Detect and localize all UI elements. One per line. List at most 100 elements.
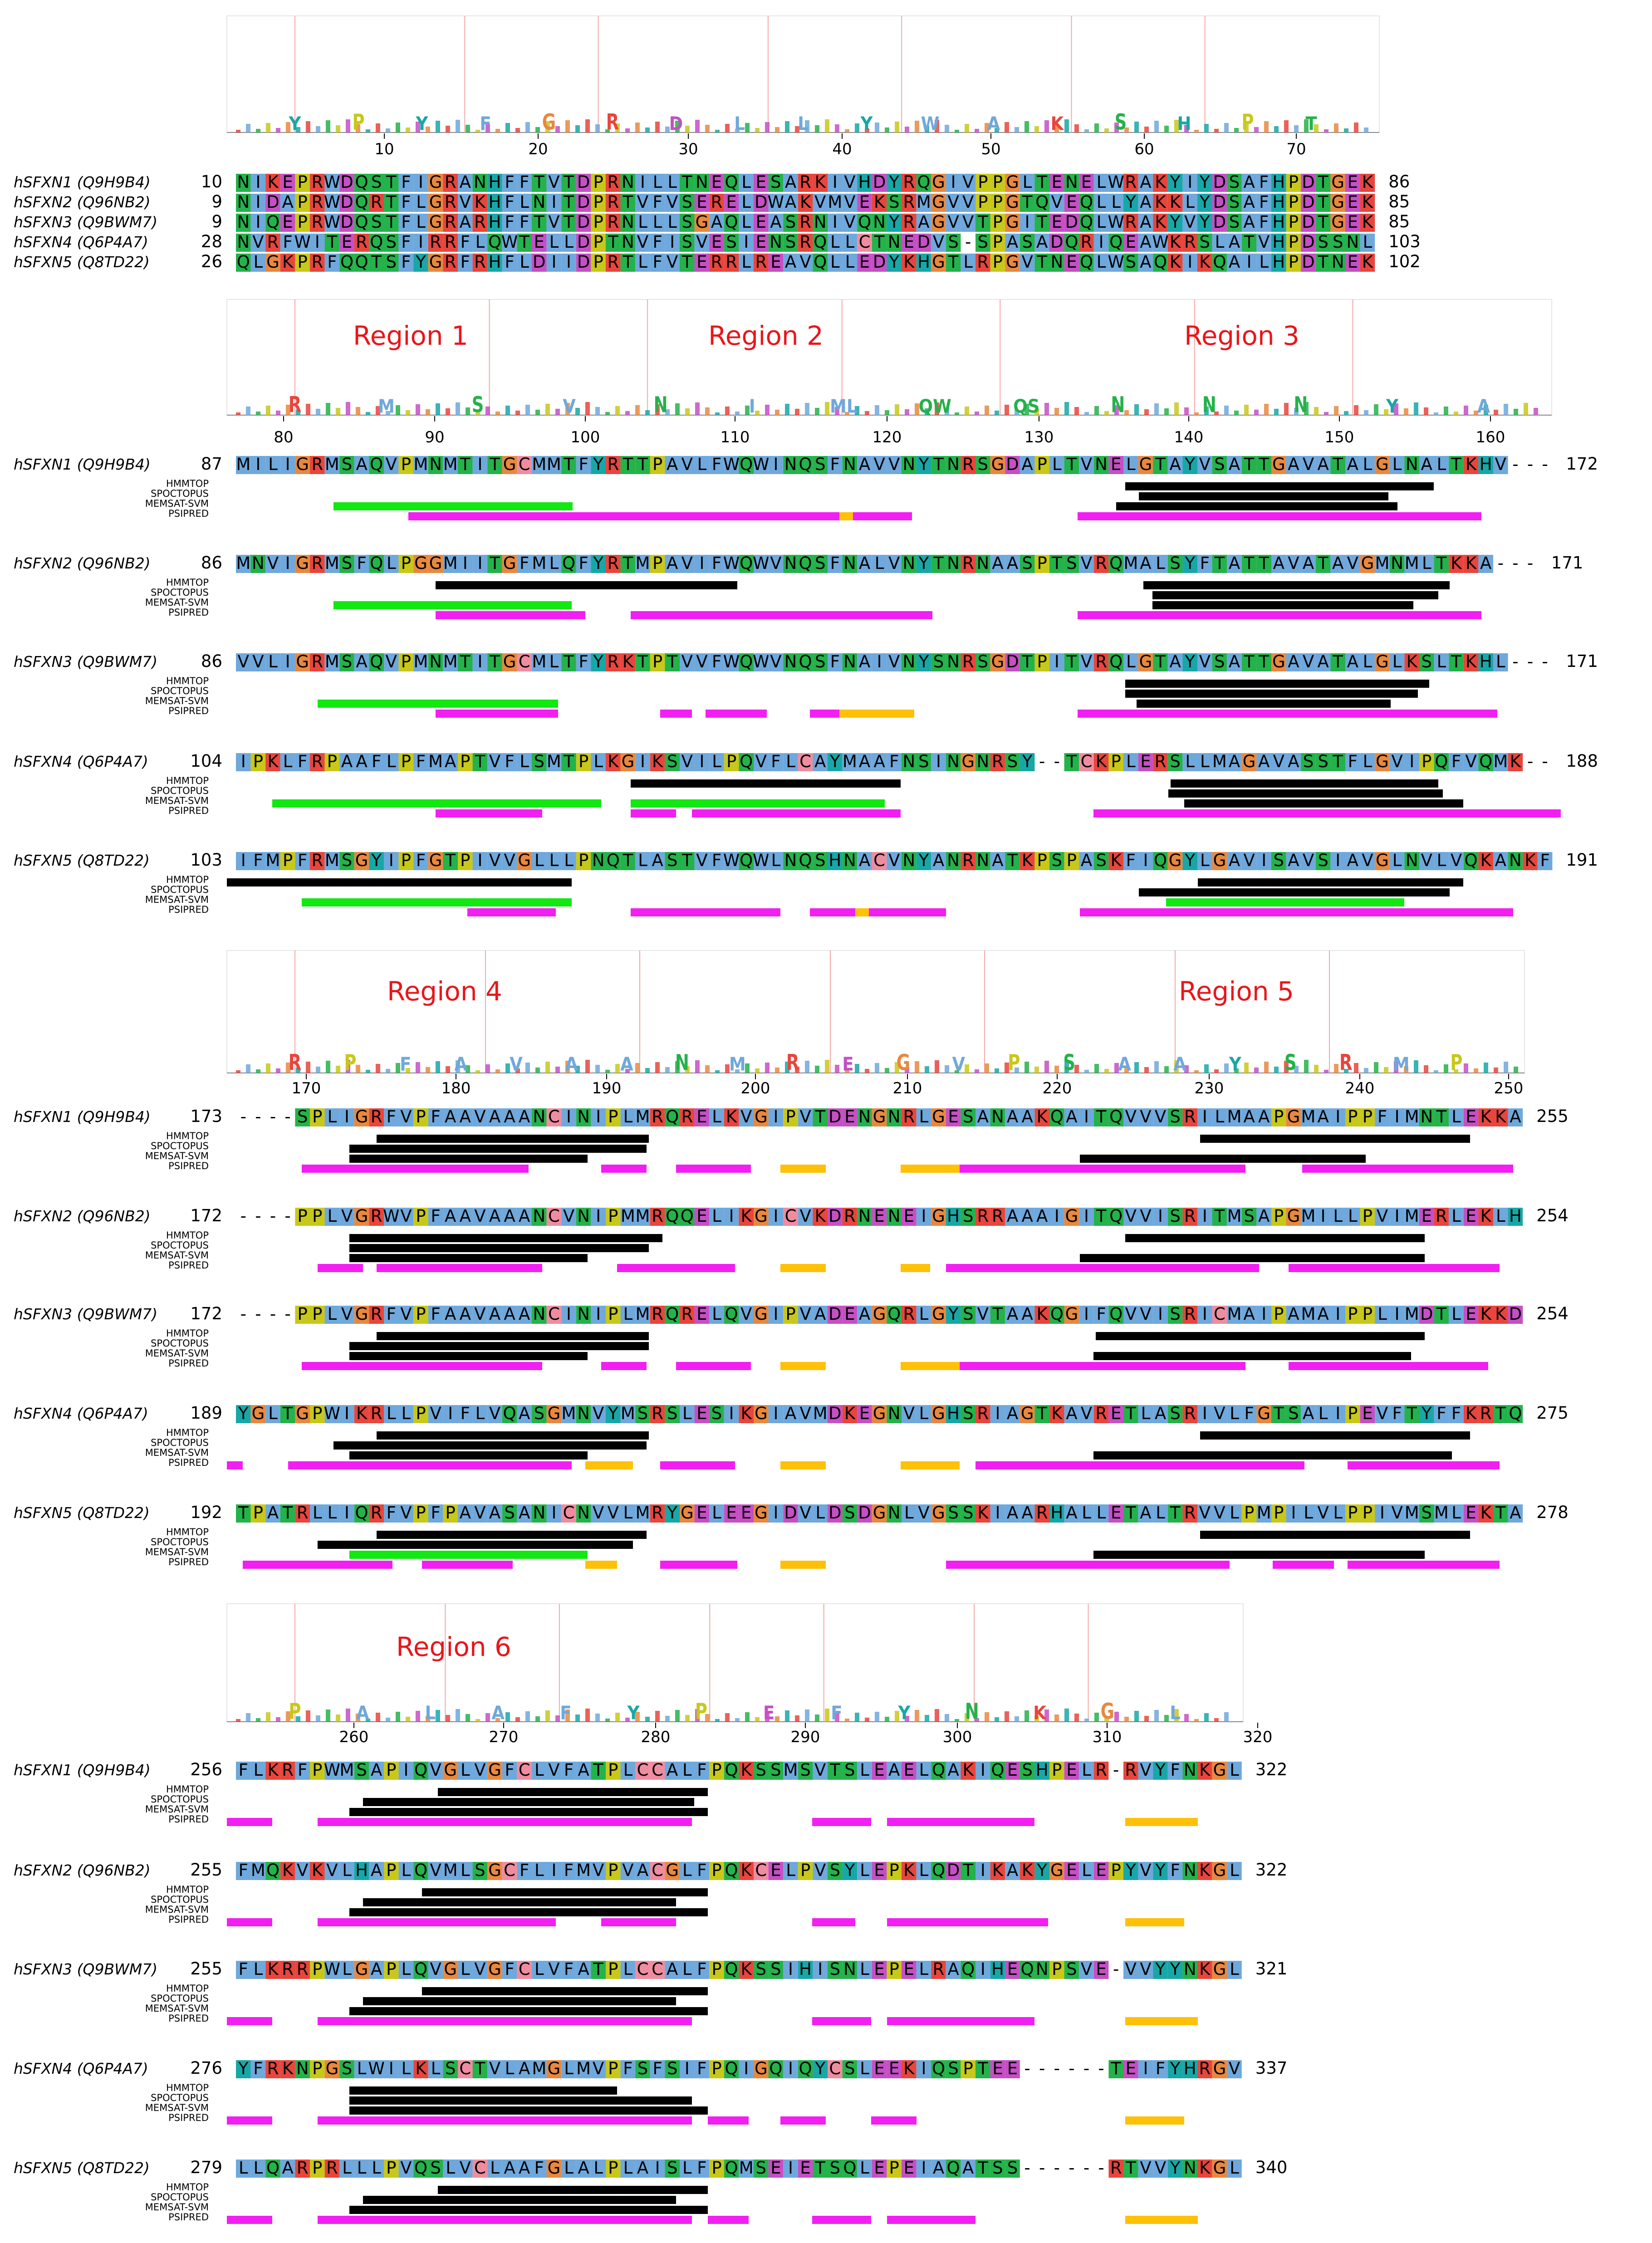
residue: S [830,1861,841,1880]
residue: E [726,1503,736,1523]
prediction-bar [601,1165,647,1173]
logo-stack [1374,1062,1378,1073]
residue: Y [1155,1861,1166,1880]
residue: R [1184,1107,1196,1126]
residue: L [845,252,855,272]
residue: Q [355,192,368,212]
residue: K [1525,851,1536,870]
residue: A [1421,455,1432,474]
residue: I [1321,1206,1326,1226]
residue: V [799,1304,811,1324]
residue: E [1052,172,1062,192]
logo-stack [1094,1064,1099,1073]
residue: P [1052,1760,1062,1780]
method-label: MEMSAT-SVM [145,1250,209,1261]
residue: S [1200,232,1211,252]
residue: S [342,455,353,474]
residue: P [312,1404,322,1423]
residue: M [428,752,443,771]
residue: Y [1199,192,1210,212]
residue: M [532,652,546,671]
sequence-end: 254 [1536,1304,1569,1323]
residue: Y [888,252,899,272]
residue: T [814,2158,825,2178]
residue: S [534,752,545,771]
logo-stack [735,1718,740,1722]
logo-stack [975,129,979,132]
residue: R [1184,1404,1196,1423]
logo-letter: A [1477,396,1490,417]
residue-box [502,174,517,192]
logo-stack [855,1713,859,1722]
residue: Q [1479,752,1492,771]
residue: S [1214,455,1225,474]
method-label: PSIPRED [168,904,209,915]
residue: T [1096,1107,1107,1126]
residue: T [1495,1404,1506,1423]
residue: K [1096,752,1108,771]
residue: G [932,212,945,232]
residue: H [1050,1503,1063,1523]
logo-stack [955,130,959,132]
residue: G [1065,1206,1078,1226]
residue-box [872,174,887,192]
residue-box [798,194,813,212]
logo-stack [1214,1069,1219,1073]
residue: I [951,172,956,192]
logo-stack [545,121,550,132]
residue: N [1065,172,1078,192]
residue: S [770,172,781,192]
residue: G [266,252,279,272]
prediction-bar [617,1264,735,1272]
residue-box [428,174,443,192]
residue: A [356,455,367,474]
residue: I [1202,1107,1207,1126]
residue: I [463,553,468,573]
logo-stack [1354,122,1358,132]
residue: I [477,652,482,671]
residue: E [696,1206,707,1226]
logo-letter: M [729,1054,746,1075]
residue: A [933,851,944,870]
residue: A [1021,1503,1033,1523]
residue: G [755,1503,768,1523]
residue: Q [932,1760,945,1780]
residue: K [312,1861,324,1880]
residue: V [1021,252,1033,272]
residue: C [563,1503,575,1523]
residue: P [1348,1404,1358,1423]
residue: A [504,1304,515,1324]
residue: T [1332,752,1343,771]
sequence-end: 322 [1255,1760,1288,1779]
logo-letter: A [987,113,1000,135]
residue: I [1202,1304,1207,1324]
logo-letter: A [565,1054,578,1075]
logo-stack [306,121,310,132]
residue: L [490,2158,500,2178]
logo-stack [805,1709,809,1722]
residue: D [947,1861,960,1880]
residue: G [932,172,945,192]
residue: L [549,851,559,870]
residue: A [1021,1304,1033,1324]
prediction-bar [810,710,839,718]
residue: A [1243,1107,1255,1126]
prediction-bar [1200,1135,1470,1143]
residue-box [591,174,606,192]
residue: P [312,2158,322,2178]
residue: S [342,553,353,573]
residue: A [1258,752,1270,771]
residue: L [564,2158,574,2178]
tick-label: 210 [893,1079,922,1097]
residue-box [1167,194,1183,212]
residue: M [636,553,650,573]
residue: T [977,2059,988,2078]
residue: - [1527,553,1533,573]
residue: D [873,252,886,272]
residue: Y [1170,1959,1181,1979]
residue: N [770,232,782,252]
residue: L [653,172,662,192]
sequence-name: hSFXN5 (Q8TD22) [14,852,150,869]
residue: Q [503,1404,516,1423]
residue: L [357,2059,367,2078]
